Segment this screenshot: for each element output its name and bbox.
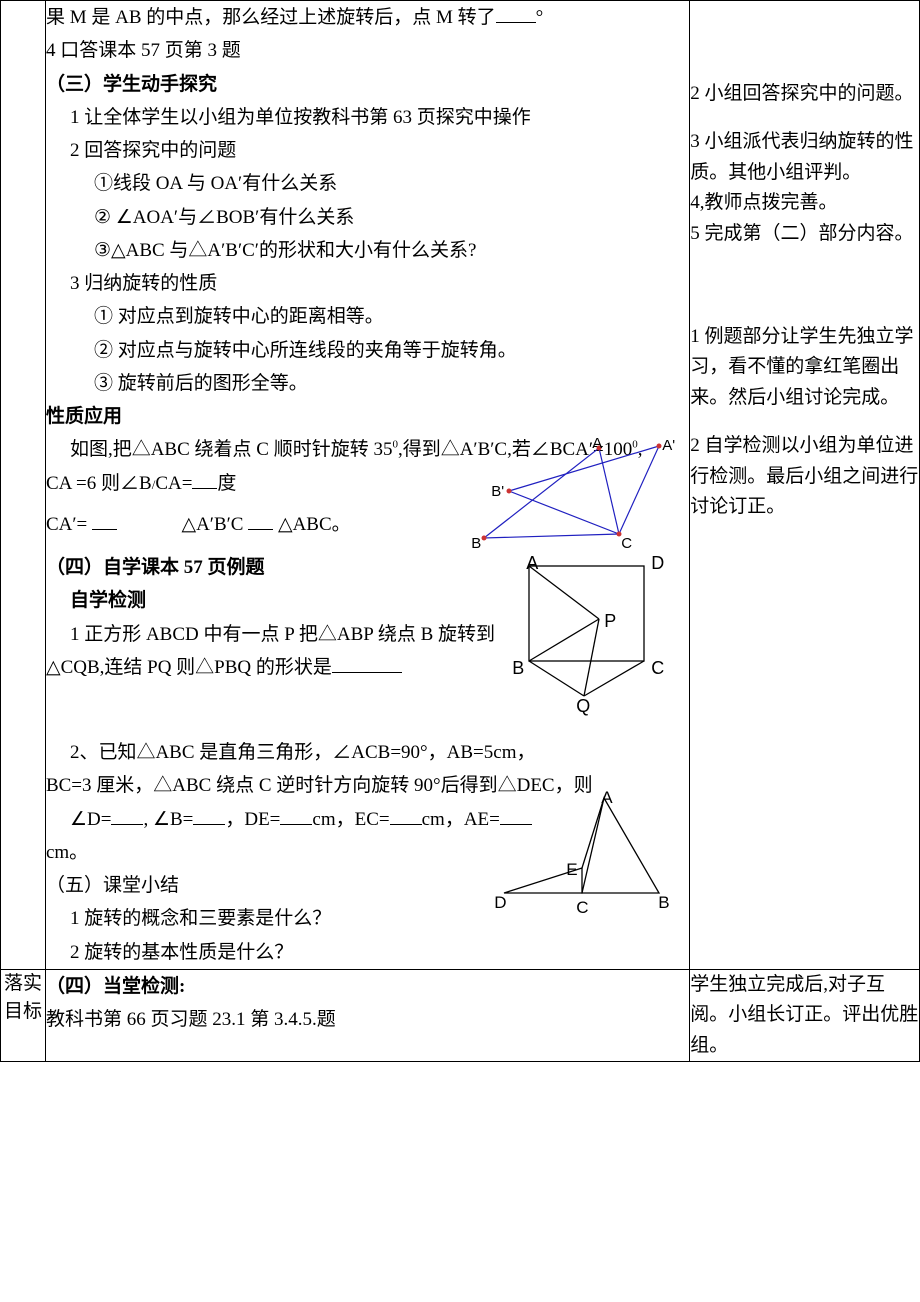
- label-Bp: B': [491, 479, 504, 505]
- text: 度: [217, 473, 236, 494]
- row2-main-text: 教科书第 66 页习题 23.1 第 3.4.5.题: [46, 1003, 689, 1036]
- diagram-3-rt-triangle: A D C B E: [494, 793, 669, 908]
- label-D: D: [651, 548, 664, 580]
- lesson-plan-table: 果 M 是 AB 的中点，那么经过上述旋转后，点 M 转了 ° 4 口答课本 57…: [0, 0, 920, 1062]
- text: °: [536, 7, 544, 28]
- main-content-area: 果 M 是 AB 的中点，那么经过上述旋转后，点 M 转了 ° 4 口答课本 57…: [46, 1, 689, 969]
- intro-line-2: 4 口答课本 57 页第 3 题: [46, 34, 689, 67]
- text: cm，EC=: [312, 809, 389, 830]
- diagram-1-rotation: B B' A A' C: [469, 436, 684, 546]
- text: ，DE=: [225, 809, 280, 830]
- right-b3: 4,教师点拨完善。: [690, 188, 919, 218]
- main-cell-1: 果 M 是 AB 的中点，那么经过上述旋转后，点 M 转了 ° 4 口答课本 57…: [45, 1, 689, 970]
- label-Q: Q: [576, 691, 590, 723]
- text: CA =6 则∠B: [46, 473, 152, 494]
- main-cell-2: （四）当堂检测: 教科书第 66 页习题 23.1 第 3.4.5.题: [45, 969, 689, 1061]
- diagram-3-svg: [494, 793, 669, 908]
- text: △CQB,连结 PQ 则△PBQ 的形状是: [46, 657, 332, 678]
- label-D: D: [494, 888, 506, 918]
- right-b4: 5 完成第（二）部分内容。: [690, 219, 919, 249]
- section-3-title: （三）学生动手探究: [46, 68, 689, 101]
- left-cell-2: 落实目标: [1, 969, 46, 1061]
- label-A: A: [592, 431, 602, 457]
- label-B: B: [512, 653, 524, 685]
- content-row-1: 果 M 是 AB 的中点，那么经过上述旋转后，点 M 转了 ° 4 口答课本 57…: [1, 1, 920, 970]
- apply-title: 性质应用: [46, 400, 689, 433]
- text: △A′B′C: [181, 514, 243, 535]
- text: CA=: [155, 473, 192, 494]
- label-C: C: [576, 893, 588, 923]
- diagram-2-square: A D B C P Q: [504, 551, 674, 701]
- label-A: A: [526, 548, 538, 580]
- right-b2: 3 小组派代表归纳旋转的性质。其他小组评判。: [690, 127, 919, 188]
- text: CA′=: [46, 514, 87, 535]
- s3-p1: ① 对应点到旋转中心的距离相等。: [46, 300, 689, 333]
- blank-fill: [193, 807, 225, 825]
- blank-fill: [332, 655, 402, 673]
- s3-line-1: 1 让全体学生以小组为单位按教科书第 63 页探究中操作: [46, 101, 689, 134]
- label-B: B: [658, 888, 669, 918]
- label-B: B: [471, 531, 481, 557]
- right-b5: 1 例题部分让学生先独立学习，看不懂的拿红笔圈出来。然后小组讨论完成。: [690, 322, 919, 413]
- s3-q2: ② ∠AOA′与∠BOB′有什么关系: [46, 201, 689, 234]
- zx-l2-a: 2、已知△ABC 是直角三角形，∠ACB=90°，AB=5cm，: [46, 736, 689, 769]
- label-P: P: [604, 606, 616, 638]
- text: △ABC。: [278, 514, 351, 535]
- blank-fill: [496, 5, 536, 23]
- right-b1: 2 小组回答探究中的问题。: [690, 79, 919, 109]
- row2-main-title: （四）当堂检测:: [46, 970, 689, 1003]
- s3-line-2: 2 回答探究中的问题: [46, 134, 689, 167]
- text: ∠D=: [70, 809, 111, 830]
- intro-line-1: 果 M 是 AB 的中点，那么经过上述旋转后，点 M 转了 °: [46, 1, 689, 34]
- s3-line-3: 3 归纳旋转的性质: [46, 267, 689, 300]
- label-E: E: [566, 855, 577, 885]
- left-cell-1: [1, 1, 46, 970]
- right-cell-1: 2 小组回答探究中的问题。 3 小组派代表归纳旋转的性质。其他小组评判。 4,教…: [690, 1, 920, 970]
- label-C: C: [651, 653, 664, 685]
- right-cell-2: 学生独立完成后,对子互阅。小组长订正。评出优胜组。: [690, 969, 920, 1061]
- blank-fill: [280, 807, 312, 825]
- content-row-2: 落实目标 （四）当堂检测: 教科书第 66 页习题 23.1 第 3.4.5.题…: [1, 969, 920, 1061]
- s3-p3: ③ 旋转前后的图形全等。: [46, 367, 689, 400]
- blank-fill: [92, 512, 117, 530]
- right-b6: 2 自学检测以小组为单位进行检测。最后小组之间进行讨论订正。: [690, 431, 919, 522]
- blank-fill: [111, 807, 143, 825]
- text: 果 M 是 AB 的中点，那么经过上述旋转后，点 M 转了: [46, 7, 496, 28]
- s3-q3: ③△ABC 与△A′B′C′的形状和大小有什么关系?: [46, 234, 689, 267]
- spacer: [690, 267, 919, 322]
- row2-right: 学生独立完成后,对子互阅。小组长订正。评出优胜组。: [690, 970, 919, 1061]
- s3-q1: ①线段 OA 与 OA′有什么关系: [46, 167, 689, 200]
- label-Ap: A': [662, 433, 675, 459]
- label-A: A: [601, 783, 612, 813]
- text: , ∠B=: [143, 809, 193, 830]
- text: cm，AE=: [422, 809, 500, 830]
- s3-p2: ② 对应点与旋转中心所连线段的夹角等于旋转角。: [46, 334, 689, 367]
- spacer: [690, 1, 919, 79]
- text: 如图,把△ABC 绕着点 C 顺时针旋转 35: [70, 439, 393, 460]
- blank-fill: [390, 807, 422, 825]
- blank-fill: [248, 512, 273, 530]
- s5-l2: 2 旋转的基本性质是什么？: [46, 936, 689, 969]
- left-label-luoshi: 落实目标: [4, 973, 42, 1023]
- blank-fill: [192, 471, 217, 489]
